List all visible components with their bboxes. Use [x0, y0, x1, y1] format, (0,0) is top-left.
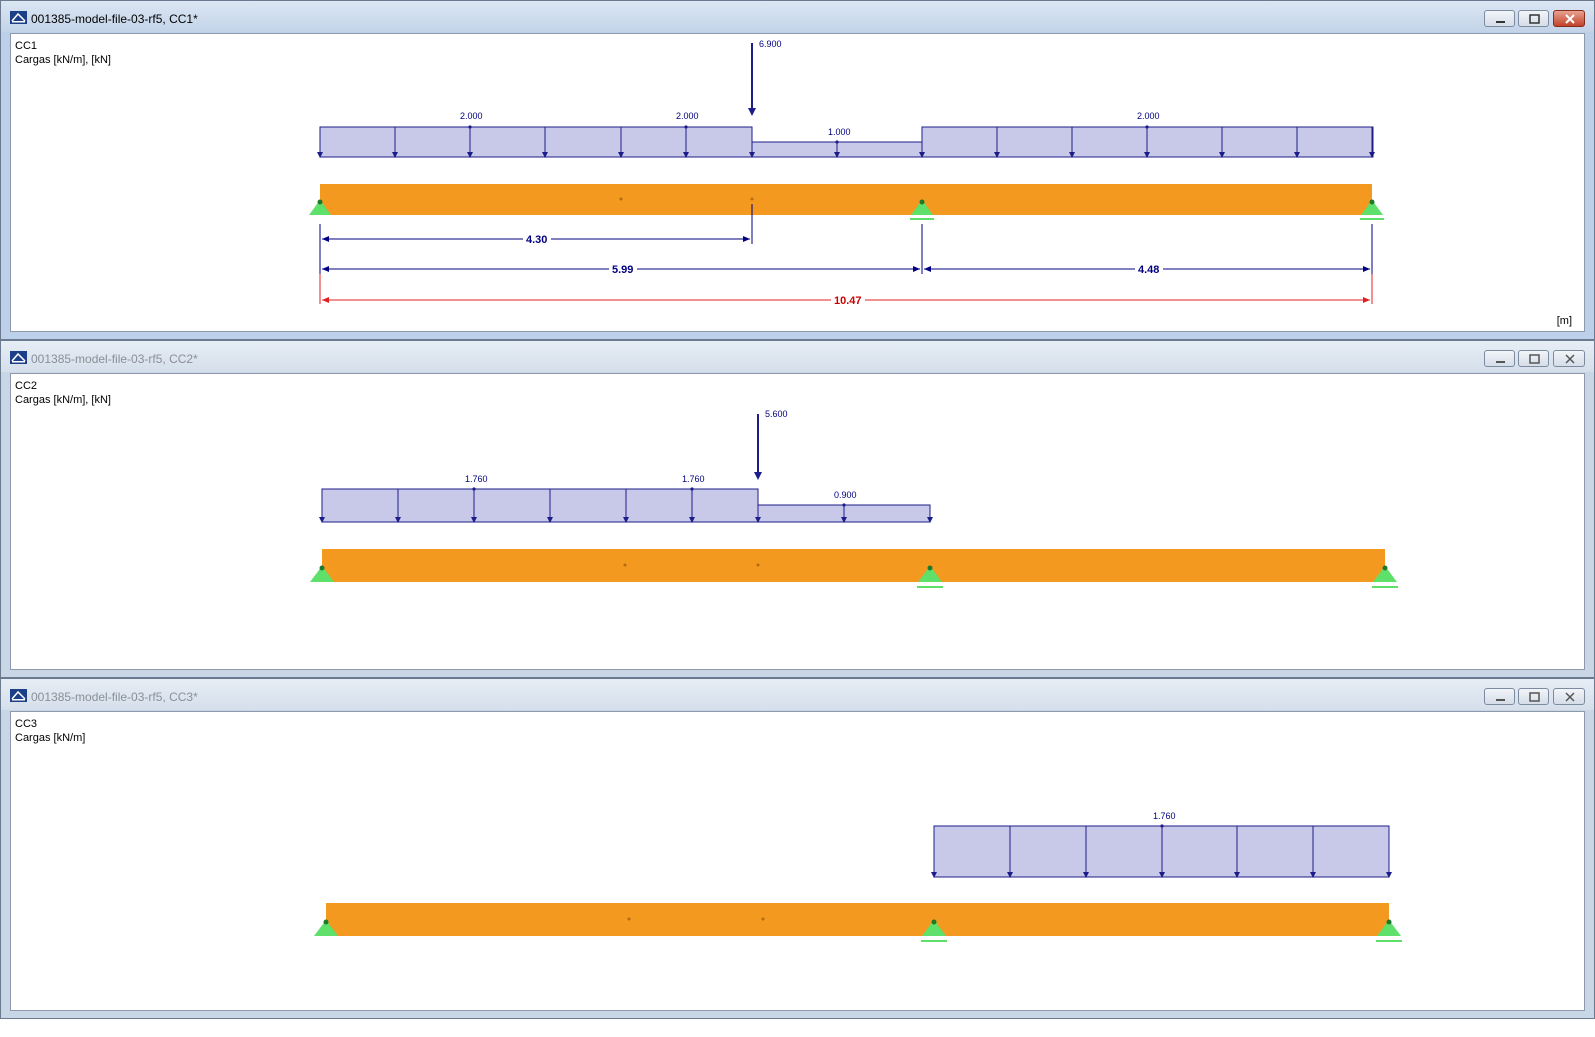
- beam-member: [326, 903, 1389, 936]
- support-icon: [1376, 919, 1402, 942]
- load-diagram-cc3: 1.760: [314, 811, 1402, 942]
- app-icon: [10, 351, 27, 364]
- close-button[interactable]: [1553, 350, 1585, 367]
- window-cc3[interactable]: 001385-model-file-03-rf5, CC3* CC3 Carga…: [0, 678, 1595, 1019]
- window-title: 001385-model-file-03-rf5, CC2*: [31, 352, 198, 366]
- support-icon: [1360, 199, 1384, 220]
- dimension-label: 4.30: [526, 234, 547, 246]
- graphics-canvas[interactable]: CC1 Cargas [kN/m], [kN] [m]: [10, 33, 1585, 332]
- support-icon: [910, 199, 934, 220]
- graphics-canvas[interactable]: CC2 Cargas [kN/m], [kN]: [10, 373, 1585, 670]
- window-title: 001385-model-file-03-rf5, CC1*: [31, 12, 198, 26]
- load-units-label: Cargas [kN/m], [kN]: [15, 54, 111, 66]
- load-arrows: [933, 826, 1390, 875]
- app-icon: [10, 689, 27, 702]
- load-diagram-cc1: 2.000 2.000 1.000 2.000 6.900: [309, 39, 1384, 307]
- point-load-label: 5.600: [765, 409, 788, 419]
- distributed-load: [321, 488, 759, 523]
- load-value-label: 1.760: [465, 474, 488, 484]
- title-bar[interactable]: 001385-model-file-03-rf5, CC3*: [1, 679, 1594, 710]
- close-button[interactable]: [1553, 10, 1585, 27]
- load-case-name: CC3: [15, 718, 38, 730]
- point-load-label: 6.900: [759, 39, 782, 49]
- dimension-label: 4.48: [1138, 264, 1159, 276]
- minimize-button[interactable]: [1484, 10, 1515, 27]
- support-icon: [310, 565, 334, 582]
- window-cc2[interactable]: 001385-model-file-03-rf5, CC2* CC2 Carga…: [0, 340, 1595, 678]
- restore-icon: [1529, 692, 1540, 702]
- close-button[interactable]: [1553, 688, 1585, 705]
- support-icon: [309, 199, 331, 215]
- load-value-label: 1.760: [682, 474, 705, 484]
- close-icon: [1565, 692, 1575, 702]
- point-load-arrow: [748, 43, 756, 116]
- close-icon: [1565, 14, 1575, 24]
- close-icon: [1565, 354, 1575, 364]
- minimize-icon: [1496, 699, 1505, 701]
- support-icon: [921, 919, 947, 942]
- load-diagram-cc2: 1.760 1.760 0.900 5.600: [310, 409, 1398, 588]
- beam-member: [322, 549, 1385, 582]
- dimension-label: 5.99: [612, 264, 633, 276]
- load-value-label: 1.000: [828, 127, 851, 137]
- load-value-label: 0.900: [834, 490, 857, 500]
- support-icon: [314, 919, 338, 936]
- graphics-canvas[interactable]: CC3 Cargas [kN/m] 1.760: [10, 711, 1585, 1011]
- title-bar[interactable]: 001385-model-file-03-rf5, CC1*: [1, 1, 1594, 32]
- load-value-label: 1.760: [1153, 811, 1176, 821]
- restore-icon: [1529, 14, 1540, 24]
- minimize-icon: [1496, 361, 1505, 363]
- title-bar[interactable]: 001385-model-file-03-rf5, CC2*: [1, 341, 1594, 372]
- load-value-label: 2.000: [676, 111, 699, 121]
- minimize-button[interactable]: [1484, 350, 1515, 367]
- load-units-label: Cargas [kN/m], [kN]: [15, 394, 111, 406]
- restore-button[interactable]: [1518, 688, 1549, 705]
- support-icon: [917, 565, 943, 588]
- minimize-icon: [1496, 21, 1505, 23]
- load-value-label: 2.000: [460, 111, 483, 121]
- dimension-lines: [319, 204, 1373, 304]
- point-load-arrow: [754, 414, 762, 480]
- support-icon: [1372, 565, 1398, 588]
- app-icon: [10, 11, 27, 24]
- window-title: 001385-model-file-03-rf5, CC3*: [31, 690, 198, 704]
- load-case-name: CC2: [15, 380, 38, 392]
- window-cc1[interactable]: 001385-model-file-03-rf5, CC1* CC1 Carga…: [0, 0, 1595, 340]
- load-value-label: 2.000: [1137, 111, 1160, 121]
- beam-member: [320, 184, 1372, 215]
- minimize-button[interactable]: [1484, 688, 1515, 705]
- restore-button[interactable]: [1518, 10, 1549, 27]
- load-units-label: Cargas [kN/m]: [15, 732, 86, 744]
- restore-button[interactable]: [1518, 350, 1549, 367]
- length-unit-label: [m]: [1556, 315, 1572, 327]
- total-dimension-label: 10.47: [834, 295, 862, 307]
- restore-icon: [1529, 354, 1540, 364]
- load-case-name: CC1: [15, 40, 38, 52]
